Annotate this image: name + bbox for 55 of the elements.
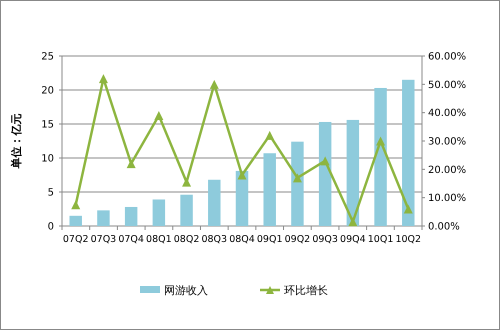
x-tick-label: 08Q1 (146, 234, 172, 245)
bar (402, 80, 415, 226)
point (376, 136, 386, 146)
bar (374, 88, 387, 226)
y-tick-label: 15 (41, 120, 54, 130)
bar (208, 180, 221, 226)
y-tick-label: 25 (41, 52, 54, 62)
x-tick-label: 09Q3 (312, 234, 338, 245)
y2-tick-label: 60.00% (428, 52, 466, 62)
bar (69, 216, 82, 226)
legend-label: 网游收入 (164, 284, 208, 297)
y2-tick-label: 20.00% (428, 164, 466, 176)
y2-tick-label: 40.00% (428, 108, 466, 120)
y2-tick-label: 10.00% (428, 193, 466, 204)
y2-tick-label: 30.00% (428, 136, 466, 148)
point (126, 159, 136, 168)
bar (346, 120, 360, 226)
bar (318, 122, 332, 226)
x-tick-label: 08Q2 (174, 234, 200, 245)
x-tick-label: 08Q4 (229, 234, 255, 245)
bar (263, 153, 276, 226)
x-tick-label: 10Q1 (368, 234, 394, 245)
point (320, 156, 330, 166)
point (292, 173, 302, 182)
y-tick-label: 20 (41, 86, 54, 96)
y-tick-label: 5 (48, 188, 54, 198)
bar (97, 210, 110, 226)
point (71, 200, 80, 210)
x-tick-label: 09Q4 (340, 234, 366, 245)
x-tick-label: 07Q3 (90, 234, 116, 245)
bar (180, 194, 193, 226)
point (238, 170, 246, 180)
y2-tick-label: 0.00% (428, 222, 460, 232)
x-tick-label: 07Q2 (62, 234, 89, 245)
legend-label: 环比增长 (284, 284, 328, 297)
point (265, 130, 274, 140)
y-tick-label: 0 (48, 222, 54, 232)
point (182, 178, 192, 187)
bar (291, 142, 304, 226)
x-tick-label: 07Q4 (118, 234, 144, 245)
x-tick-label: 09Q1 (256, 234, 283, 245)
point (404, 204, 413, 214)
x-tick-label: 08Q3 (201, 234, 228, 245)
point (98, 74, 108, 84)
bar (236, 170, 248, 226)
bar (152, 199, 166, 226)
point (210, 80, 219, 89)
y-axis-title: 单位：亿元 (10, 114, 23, 170)
bar (124, 206, 138, 226)
y2-tick-label: 50.00% (428, 80, 466, 91)
x-tick-label: 09Q2 (284, 234, 310, 245)
point (154, 111, 164, 120)
y-tick-label: 10 (41, 154, 54, 164)
x-tick-label: 10Q2 (395, 234, 422, 245)
point (348, 217, 358, 226)
